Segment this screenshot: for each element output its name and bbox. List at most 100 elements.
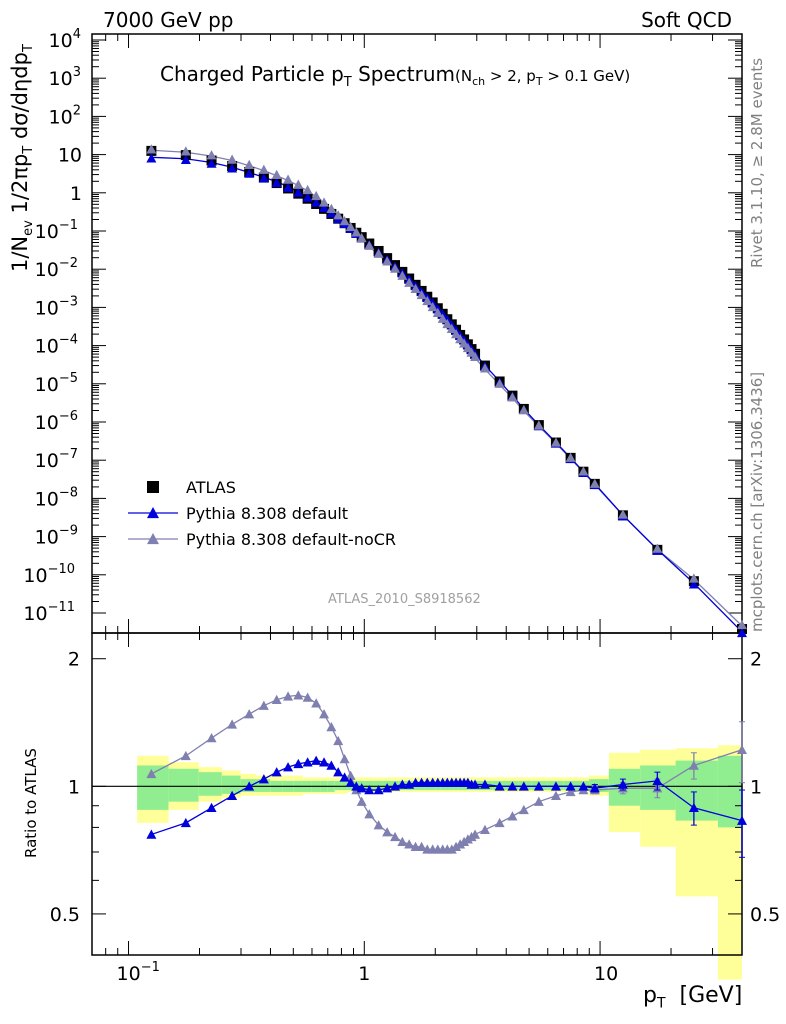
y-tick-label: 10−3 (35, 294, 78, 319)
ratio-point (479, 779, 490, 789)
ratio-point (494, 781, 505, 791)
ratio-point (206, 802, 217, 813)
ratio-point (283, 762, 294, 772)
ratio-point (351, 781, 362, 791)
ratio-point (470, 829, 481, 839)
ratio-point (479, 824, 490, 834)
plot-cut-sub2: T (535, 75, 543, 88)
y-tick-exp: −5 (59, 371, 78, 386)
ratio-point (339, 754, 350, 764)
main-series (146, 144, 747, 638)
ratio-point (319, 757, 330, 767)
ratio-point (326, 722, 337, 732)
ratio-point (578, 781, 589, 791)
data-point-nocr (206, 150, 217, 160)
ratio-point (271, 694, 282, 705)
plot-cut-b: > 2, p (485, 67, 536, 85)
ratio-band-inner (717, 755, 742, 828)
ratio-point (333, 735, 344, 746)
y-tick-exp: −4 (59, 333, 78, 348)
y-tick-exp: 2 (73, 103, 81, 118)
y-ratio-tick-label-right: 1 (750, 776, 762, 798)
ratio-point (333, 767, 344, 777)
ratio-point (146, 768, 157, 779)
y-tick-exp: −8 (59, 485, 78, 500)
data-point-nocr (382, 256, 393, 266)
data-point-default (146, 153, 157, 163)
ratio-point (206, 733, 217, 743)
plot-title: Charged Particle pT Spectrum(Nch > 2, pT… (160, 62, 630, 90)
data-point-nocr (404, 277, 415, 287)
y-tick-exp: −3 (59, 294, 78, 309)
ratio-point (227, 719, 238, 729)
y-tick-label: 104 (49, 27, 81, 52)
y-tick-base: 10 (49, 106, 73, 128)
data-point-default (737, 627, 747, 638)
xlabel-sub: T (656, 995, 666, 1012)
y-tick-label: 10−5 (35, 371, 78, 396)
x-tick-label: 10 (594, 963, 618, 985)
legend-label: Pythia 8.308 default (186, 504, 348, 523)
xlabel-unit: [GeV] (665, 983, 743, 1008)
ratio-point (373, 785, 384, 795)
data-point-nocr (455, 334, 466, 344)
legend: ATLAS Pythia 8.308 default Pythia 8.308 de… (128, 478, 396, 549)
y-tick-base: 10 (35, 259, 59, 281)
y-tick-label: 1 (70, 183, 82, 205)
ylabel-a: 1/N (8, 235, 32, 272)
ratio-band-inner (198, 772, 222, 796)
plot-title-sub: T (343, 75, 352, 90)
ratio-point (446, 844, 457, 854)
ratio-point (364, 785, 375, 795)
y-tick-base: 10 (35, 221, 59, 243)
ratio-point (518, 804, 529, 815)
data-point-nocr (319, 197, 330, 207)
y-ratio-tick-label: 2 (68, 649, 80, 671)
ratio-point (652, 775, 663, 786)
data-point-nocr (146, 144, 157, 154)
y-tick-exp: 3 (73, 65, 81, 80)
y-tick-base: 10 (35, 527, 59, 549)
data-point-default (258, 173, 269, 183)
y-tick-label: 10−11 (23, 600, 75, 625)
data-point-nocr (470, 351, 481, 362)
x-axis-label: pT [GeV] (643, 983, 742, 1011)
ratio-point (533, 796, 544, 806)
y-tick-label: 10−6 (35, 409, 78, 434)
y-axis-label-ratio: Ratio to ATLAS (22, 748, 40, 858)
y-tick-base: 10 (35, 297, 59, 319)
plot-cut-a: (N (455, 67, 473, 85)
ratio-point (311, 755, 322, 765)
ylabel-b: 1/2πp (8, 153, 32, 221)
data-point-nocr (422, 295, 433, 306)
plot-cut-sub1: ch (472, 75, 486, 88)
y-ratio-tick-label: 1 (68, 776, 80, 798)
data-point-default (283, 182, 294, 192)
ratio-bands (137, 745, 742, 980)
y-tick-label: 10−7 (35, 447, 78, 472)
plot-title-main: Charged Particle p (160, 62, 344, 86)
y-tick-exp: −9 (59, 524, 78, 539)
y-ticks-main: 10−1110−1010−910−810−710−610−510−410−310… (23, 27, 742, 625)
y-tick-label: 10−4 (35, 333, 78, 358)
ratio-point (737, 744, 747, 754)
ratio-point (180, 817, 191, 828)
data-point-default (271, 177, 282, 187)
legend-marker-atlas (147, 481, 159, 493)
data-point-default (319, 202, 330, 213)
ratio-point (293, 758, 304, 769)
ratio-point (364, 809, 375, 819)
data-point-nocr (356, 232, 367, 243)
ratio-point (293, 690, 304, 700)
ratio-point (326, 760, 337, 770)
ratio-band-inner (168, 768, 199, 802)
ratio-point (565, 786, 576, 797)
ratio-point (737, 815, 747, 825)
ratio-point (470, 779, 481, 789)
ratio-point (507, 781, 518, 791)
ratio-point (146, 829, 157, 839)
data-point-nocr (293, 179, 304, 189)
plot-title-tail: Spectrum (351, 62, 456, 86)
data-point-default (293, 187, 304, 197)
data-point-default (227, 163, 238, 173)
